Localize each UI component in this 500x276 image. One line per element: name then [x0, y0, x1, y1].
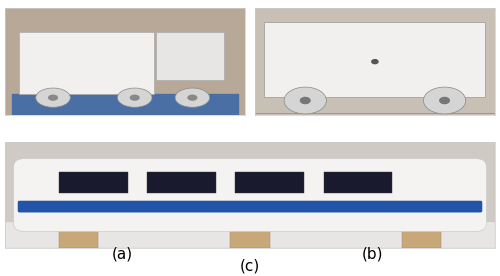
- FancyBboxPatch shape: [264, 22, 486, 97]
- Circle shape: [175, 88, 210, 107]
- FancyBboxPatch shape: [5, 222, 495, 248]
- Circle shape: [48, 95, 58, 100]
- Circle shape: [424, 87, 466, 114]
- FancyBboxPatch shape: [402, 231, 441, 248]
- FancyBboxPatch shape: [230, 231, 270, 248]
- Circle shape: [300, 97, 310, 104]
- Text: (c): (c): [240, 258, 260, 273]
- Text: (b): (b): [362, 246, 384, 261]
- Circle shape: [372, 60, 378, 64]
- FancyBboxPatch shape: [236, 172, 304, 193]
- Circle shape: [440, 97, 450, 104]
- FancyBboxPatch shape: [147, 172, 216, 193]
- FancyBboxPatch shape: [18, 201, 482, 213]
- Circle shape: [36, 88, 70, 107]
- Text: (a): (a): [112, 246, 133, 261]
- Polygon shape: [12, 94, 238, 115]
- Circle shape: [188, 95, 196, 100]
- FancyBboxPatch shape: [59, 231, 98, 248]
- FancyBboxPatch shape: [324, 172, 392, 193]
- Circle shape: [284, 87, 327, 114]
- FancyBboxPatch shape: [59, 172, 128, 193]
- FancyBboxPatch shape: [156, 32, 224, 80]
- Circle shape: [118, 88, 152, 107]
- FancyBboxPatch shape: [14, 159, 486, 232]
- Circle shape: [130, 95, 139, 100]
- FancyBboxPatch shape: [20, 32, 154, 94]
